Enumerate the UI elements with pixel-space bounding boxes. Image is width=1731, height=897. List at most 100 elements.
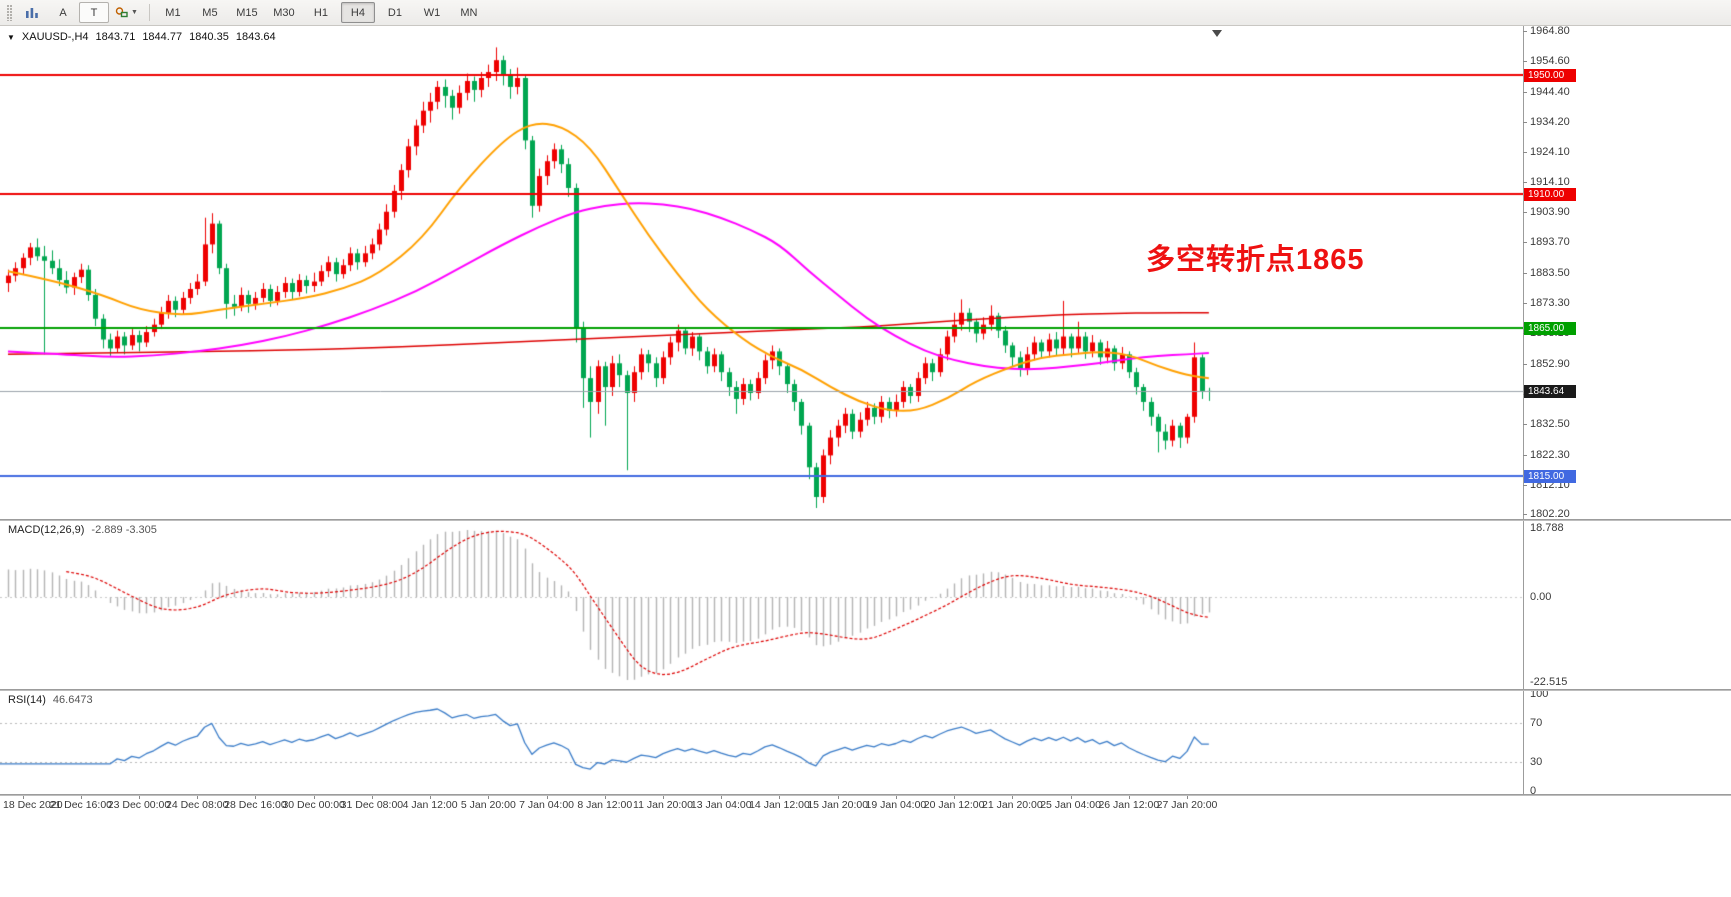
- price-axis-tick: [1523, 121, 1527, 123]
- toolbar-separator: [148, 4, 150, 21]
- price-axis-label: 1883.50: [1530, 266, 1570, 279]
- time-axis-tick: [779, 795, 780, 799]
- time-axis-label: 14 Jan 12:00: [749, 799, 810, 811]
- time-axis-tick: [605, 795, 606, 799]
- price-axis-tick: [1523, 242, 1527, 244]
- toolbar-grip[interactable]: [7, 4, 12, 21]
- price-axis-tick: [1523, 514, 1527, 516]
- time-axis-label: 31 Dec 08:00: [340, 799, 404, 811]
- timeframe-button-m30[interactable]: M30: [273, 6, 295, 19]
- macd-main-value: -2.889: [91, 524, 123, 536]
- price-axis-tick: [1523, 31, 1527, 33]
- bar-chart-icon[interactable]: [17, 2, 47, 23]
- timeframe-button-h4[interactable]: H4: [340, 2, 375, 23]
- price-axis-tick: [1523, 272, 1527, 274]
- time-axis-label: 18 Dec 2020: [3, 799, 63, 811]
- price-chart-canvas[interactable]: [0, 26, 1523, 519]
- current-price-tag: 1843.64: [1524, 385, 1576, 399]
- price-axis-label: 1832.50: [1530, 418, 1570, 431]
- price-axis-label: 1873.30: [1530, 296, 1570, 309]
- price-axis-tick: [1523, 424, 1527, 426]
- time-axis-tick: [547, 795, 548, 799]
- time-axis-tick: [721, 795, 722, 799]
- time-axis-label: 28 Dec 16:00: [224, 799, 287, 811]
- price-axis-label: 1914.10: [1530, 175, 1570, 188]
- price-axis-label: 1802.20: [1530, 508, 1570, 521]
- price-axis-tick: [1523, 61, 1527, 63]
- timeframe-button-d1[interactable]: D1: [387, 6, 402, 19]
- bar-chart-glyph: [26, 7, 38, 18]
- price-level-tag: 1910.00: [1524, 187, 1576, 201]
- price-axis-tick: [1523, 212, 1527, 214]
- time-axis-label: 19 Jan 04:00: [865, 799, 927, 811]
- time-axis-tick: [663, 795, 664, 799]
- time-axis-label: 11 Jan 20:00: [633, 799, 693, 811]
- time-axis-label: 13 Jan 04:00: [690, 799, 752, 811]
- macd-title: MACD(12,26,9): [8, 524, 85, 536]
- time-axis-label: 26 Jan 12:00: [1098, 799, 1160, 811]
- time-axis-tick: [1071, 795, 1072, 799]
- rsi-axis-label: 70: [1530, 717, 1543, 730]
- macd-axis-label: 18.788: [1530, 522, 1564, 534]
- macd-signal-value: -3.305: [125, 524, 157, 536]
- macd-label: MACD(12,26,9) -2.889 -3.305: [8, 524, 157, 536]
- time-axis-label: 5 Jan 20:00: [460, 799, 516, 811]
- price-axis-label: 1934.20: [1530, 115, 1570, 128]
- timeframe-button-mn[interactable]: MN: [460, 6, 478, 19]
- shapes-dropdown-button[interactable]: ▼: [110, 2, 143, 23]
- time-axis-tick: [1187, 795, 1188, 799]
- time-axis-tick: [954, 795, 955, 799]
- panel-divider-rsi[interactable]: [0, 689, 1731, 691]
- time-axis-label: 20 Jan 12:00: [923, 799, 985, 811]
- time-axis-tick: [488, 795, 489, 799]
- panel-divider-timeaxis: [0, 794, 1731, 796]
- time-axis-label: 23 Dec 00:00: [107, 799, 171, 811]
- chart-shift-marker[interactable]: [1212, 30, 1222, 37]
- time-axis-tick: [896, 795, 897, 799]
- time-axis-tick: [1012, 795, 1013, 799]
- timeframe-button-h1[interactable]: H1: [313, 6, 328, 19]
- time-axis-tick: [430, 795, 431, 799]
- price-axis-label: 1964.80: [1530, 25, 1570, 38]
- time-axis-label: 15 Jan 20:00: [807, 799, 869, 811]
- time-axis-tick: [81, 795, 82, 799]
- price-level-tag: 1865.00: [1524, 321, 1576, 335]
- price-axis-border: [1523, 26, 1524, 795]
- price-axis-tick: [1523, 363, 1527, 365]
- rsi-label: RSI(14) 46.6473: [8, 694, 93, 706]
- close-value: 1843.64: [235, 31, 276, 43]
- price-axis-tick: [1523, 454, 1527, 456]
- toolbar: A T ▼ M1 M5 M15 M30 H1 H4 D1 W1 MN: [0, 0, 1731, 26]
- symbol-dropdown-icon[interactable]: ▼: [7, 32, 15, 42]
- ohlc-header: ▼ XAUUSD-,H4 1843.71 1844.77 1840.35 184…: [7, 31, 276, 43]
- panel-divider-macd[interactable]: [0, 519, 1731, 521]
- macd-axis-label: 0.00: [1530, 591, 1552, 604]
- text-tool-button[interactable]: T: [79, 2, 109, 23]
- low-value: 1840.35: [189, 31, 229, 43]
- dropdown-caret-icon: ▼: [131, 9, 138, 16]
- time-axis-label: 30 Dec 00:00: [282, 799, 345, 811]
- annotation-text[interactable]: 多空转折点1865: [1146, 244, 1365, 276]
- price-axis-label: 1954.60: [1530, 55, 1570, 68]
- timeframe-button-m1[interactable]: M1: [165, 6, 181, 19]
- high-value: 1844.77: [142, 31, 183, 43]
- macd-canvas[interactable]: [0, 521, 1523, 689]
- rsi-axis-label: 0: [1530, 785, 1537, 797]
- annotate-a-button[interactable]: A: [59, 6, 67, 19]
- price-axis-label: 1852.90: [1530, 357, 1570, 370]
- rsi-canvas[interactable]: [0, 691, 1523, 794]
- price-axis-label: 1944.40: [1530, 85, 1570, 98]
- timeframe-button-m5[interactable]: M5: [202, 6, 218, 19]
- time-axis-tick: [314, 795, 315, 799]
- timeframe-button-m15[interactable]: M15: [236, 6, 258, 19]
- price-axis-label: 1893.70: [1530, 236, 1570, 249]
- time-axis-label: 7 Jan 04:00: [519, 799, 575, 811]
- time-axis-tick: [838, 795, 839, 799]
- timeframe-button-w1[interactable]: W1: [423, 6, 441, 19]
- price-axis-tick: [1523, 151, 1527, 153]
- price-axis-tick: [1523, 484, 1527, 486]
- price-axis-tick: [1523, 181, 1527, 183]
- rsi-value: 46.6473: [52, 694, 93, 706]
- time-axis-label: 25 Jan 04:00: [1040, 799, 1101, 811]
- rsi-axis-label: 30: [1530, 755, 1543, 768]
